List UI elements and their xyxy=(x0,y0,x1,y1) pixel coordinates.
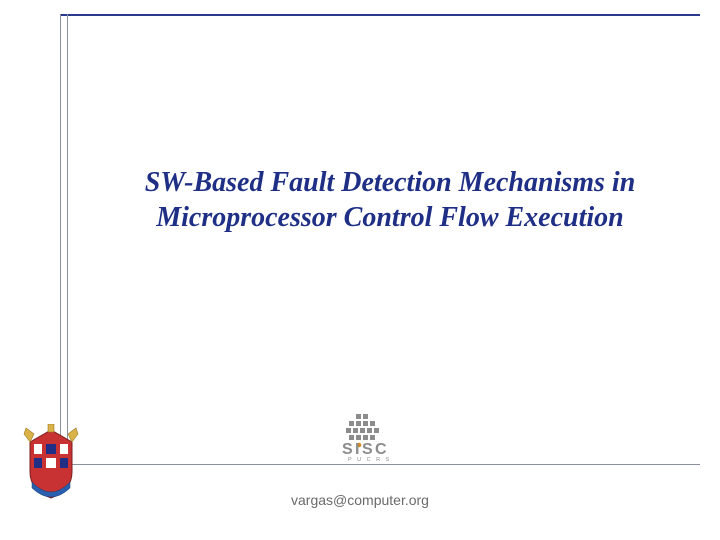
left-vertical-rule-1 xyxy=(60,14,61,465)
bottom-horizontal-rule xyxy=(60,464,700,465)
svg-text:S: S xyxy=(342,441,353,458)
top-horizontal-rule xyxy=(60,14,700,16)
svg-text:C: C xyxy=(375,441,387,458)
footer-email: vargas@computer.org xyxy=(0,492,720,508)
svg-text:I: I xyxy=(355,441,359,458)
svg-text:P U C R S: P U C R S xyxy=(348,457,391,462)
left-vertical-rule-2 xyxy=(67,14,68,465)
university-crest-icon xyxy=(20,424,82,502)
svg-text:S: S xyxy=(362,441,373,458)
slide-title: SW-Based Fault Detection Mechanisms in M… xyxy=(100,165,680,235)
sisc-pucrs-logo-icon: S I S C P U C R S xyxy=(330,412,408,462)
